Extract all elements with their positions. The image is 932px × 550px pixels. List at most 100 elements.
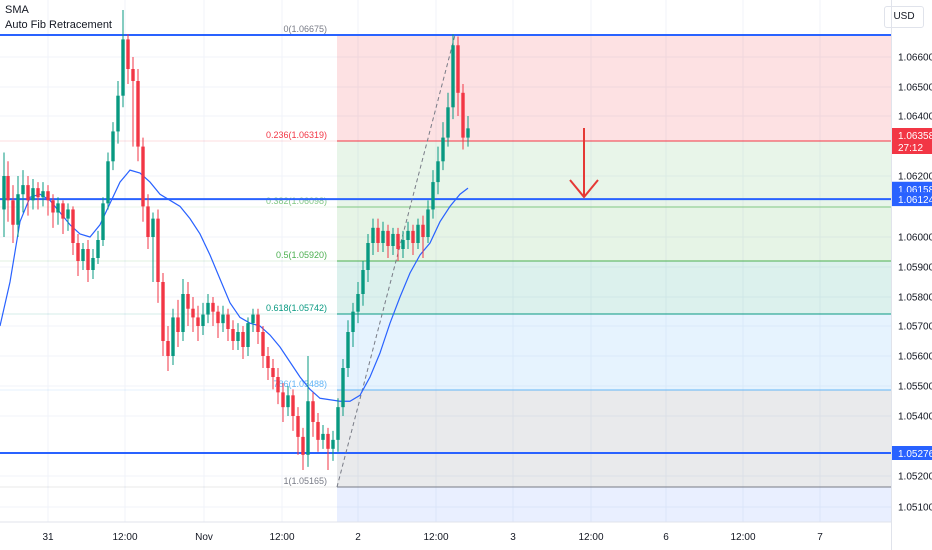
candle-body-0 [2, 176, 6, 210]
price-tick-12: 1.05100 [898, 503, 932, 514]
candle-body-33 [166, 341, 170, 356]
candle-body-71 [356, 294, 360, 312]
candle-body-22 [111, 131, 115, 162]
candle-body-40 [201, 314, 205, 326]
price-tick-11: 1.05200 [898, 472, 932, 483]
candle-body-4 [21, 185, 25, 195]
candle-body-63 [316, 421, 320, 440]
price-tick-1: 1.06500 [898, 83, 932, 94]
candle-body-34 [171, 317, 175, 356]
candle-body-37 [186, 294, 190, 309]
candle-body-35 [176, 317, 180, 332]
candle-body-67 [336, 407, 340, 440]
time-tick-10: 7 [817, 532, 823, 543]
candle-body-24 [121, 39, 125, 96]
candle-body-25 [126, 39, 130, 69]
candle-body-41 [206, 302, 210, 315]
candle-body-56 [281, 392, 285, 408]
currency-button[interactable]: USD [884, 6, 924, 28]
candle-body-78 [391, 233, 395, 246]
fib-label-1: 1(1.05165) [283, 476, 327, 486]
fib-trend-line [336, 34, 456, 488]
candle-body-13 [66, 209, 70, 219]
price-tick-0: 1.06600 [898, 53, 932, 64]
candle-body-77 [386, 230, 390, 246]
time-tick-3: 12:00 [269, 532, 294, 543]
price-badge-2 [892, 192, 932, 207]
candle-body-16 [81, 249, 85, 261]
candle-body-6 [31, 188, 35, 201]
candle-body-76 [381, 230, 385, 243]
candle-body-54 [271, 368, 275, 377]
price-badge-text-0: 1.06358 [898, 131, 932, 142]
candle-body-79 [396, 233, 400, 249]
candle-body-10 [51, 200, 55, 213]
fib-zone-3 [337, 261, 891, 314]
fib-zone-0 [337, 35, 891, 141]
candle-body-27 [136, 81, 140, 147]
candle-body-51 [256, 314, 260, 332]
price-tick-6: 1.05800 [898, 293, 932, 304]
candle-body-43 [216, 311, 220, 324]
fib-label-0.618: 0.618(1.05742) [266, 303, 327, 313]
candle-body-19 [96, 240, 100, 258]
time-tick-2: Nov [195, 532, 213, 543]
sma-indicator-label[interactable]: SMA [5, 4, 29, 16]
candle-body-5 [26, 185, 30, 201]
candle-body-58 [291, 395, 295, 416]
candle-body-1 [6, 176, 10, 201]
candle-body-3 [16, 194, 20, 225]
candle-body-9 [46, 191, 50, 201]
candle-body-20 [101, 203, 105, 240]
arrow-head[interactable] [569, 179, 599, 199]
time-tick-6: 3 [510, 532, 516, 543]
candle-body-66 [331, 439, 335, 449]
candle-body-80 [401, 240, 405, 249]
price-badge-0 [892, 128, 932, 154]
candle-body-68 [341, 368, 345, 408]
candle-body-15 [76, 243, 80, 261]
price-tick-7: 1.05700 [898, 322, 932, 333]
fib-label-0.382: 0.382(1.06098) [266, 196, 327, 206]
candle-body-52 [261, 332, 265, 356]
candle-body-48 [241, 332, 245, 347]
candle-body-91 [456, 45, 460, 93]
price-tick-4: 1.06000 [898, 233, 932, 244]
candle-body-8 [41, 191, 45, 198]
fib-label-0.5: 0.5(1.05920) [276, 250, 327, 260]
price-tick-9: 1.05500 [898, 382, 932, 393]
candle-body-73 [366, 243, 370, 270]
price-badge-text-2: 1.06124 [898, 195, 932, 206]
candle-body-93 [466, 128, 470, 138]
fib-label-0: 0(1.06675) [283, 24, 327, 34]
candle-body-61 [306, 401, 310, 455]
candle-body-18 [91, 258, 95, 270]
candle-body-57 [286, 395, 290, 408]
candle-body-70 [351, 311, 355, 332]
price-tick-5: 1.05900 [898, 263, 932, 274]
fib-label-0.236: 0.236(1.06319) [266, 130, 327, 140]
candle-body-53 [266, 356, 270, 368]
candle-body-84 [421, 224, 425, 237]
time-tick-1: 12:00 [112, 532, 137, 543]
fib-label-0.786: 786(1.05488) [273, 379, 327, 389]
candle-body-75 [376, 227, 380, 243]
fib-indicator-label[interactable]: Auto Fib Retracement [5, 19, 112, 31]
price-tick-3: 1.06200 [898, 172, 932, 183]
price-badge-timer-0: 27:12 [898, 143, 923, 154]
time-tick-7: 12:00 [578, 532, 603, 543]
fib-zone-1 [337, 141, 891, 207]
candle-body-47 [236, 332, 240, 341]
price-badge-text-3: 1.05276 [898, 449, 932, 460]
candle-body-30 [151, 218, 155, 237]
candle-body-65 [326, 433, 330, 449]
candle-body-44 [221, 314, 225, 324]
candle-body-62 [311, 401, 315, 422]
candle-body-90 [451, 45, 455, 108]
candle-body-17 [86, 249, 90, 270]
time-tick-9: 12:00 [730, 532, 755, 543]
candle-body-85 [426, 209, 430, 237]
candle-body-14 [71, 209, 75, 243]
fib-zone-2 [337, 207, 891, 261]
